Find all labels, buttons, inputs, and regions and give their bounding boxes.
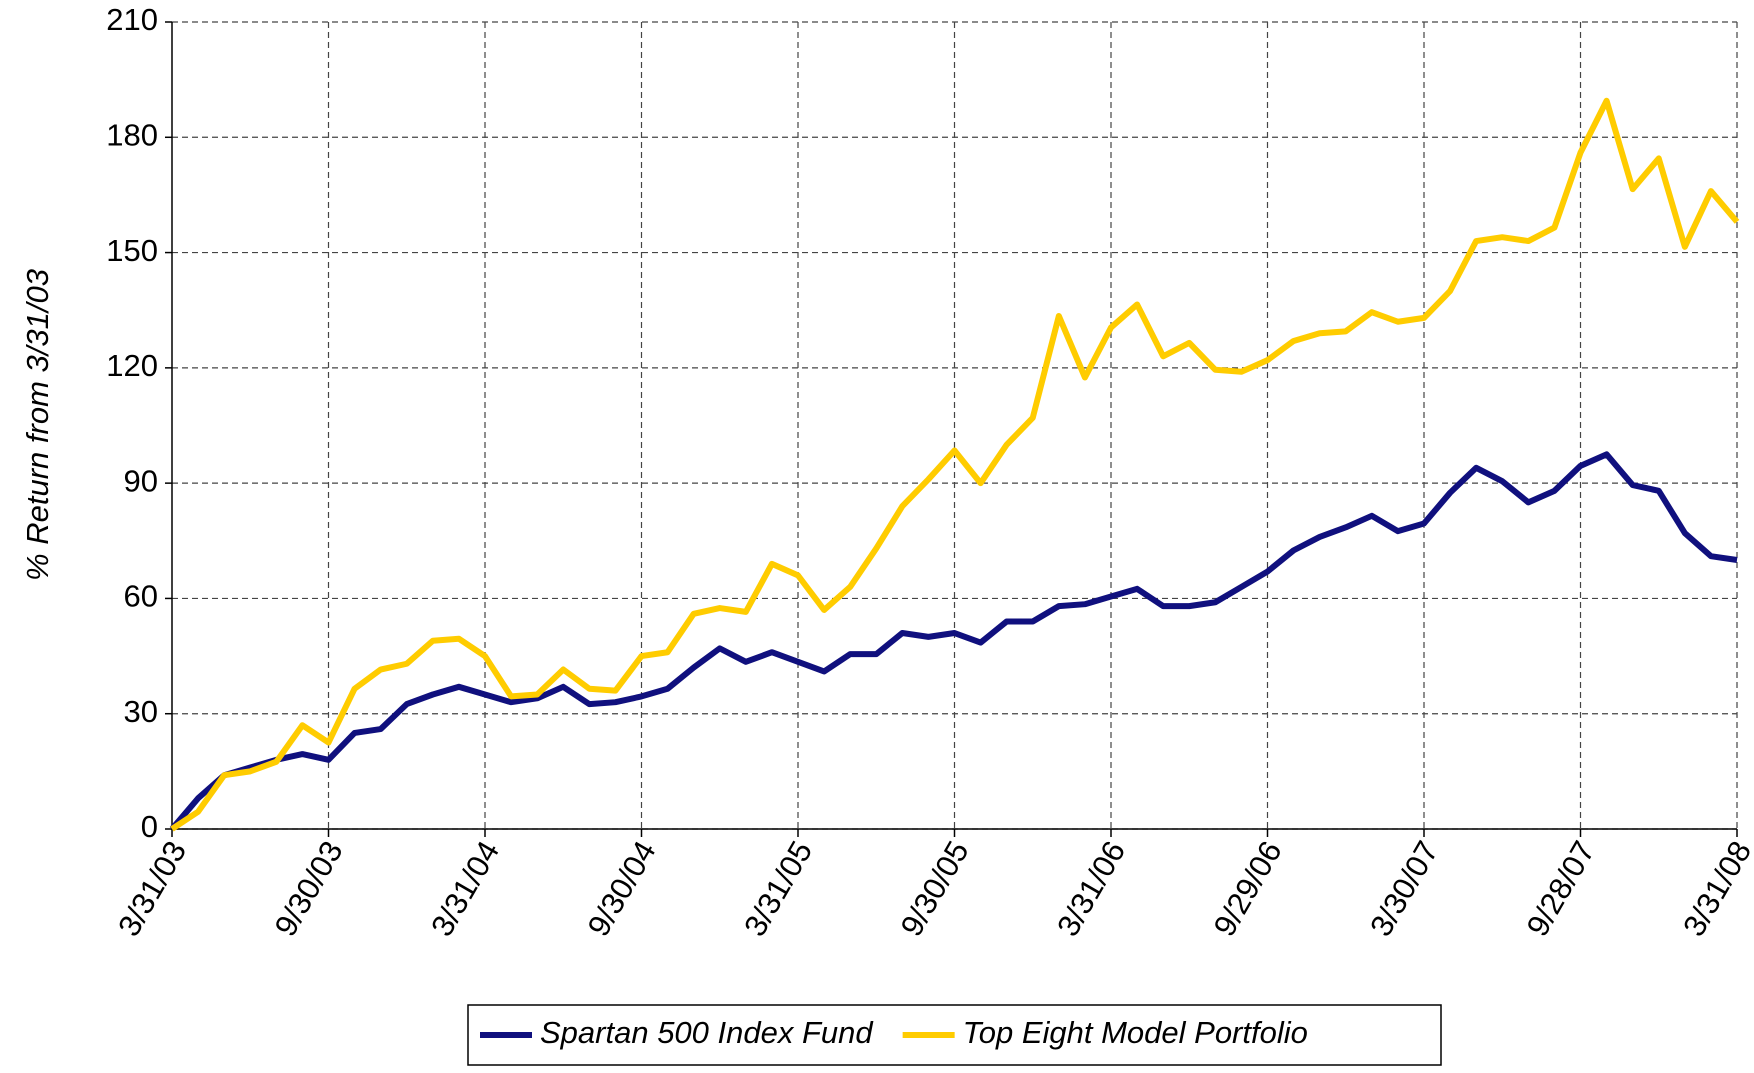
x-tick-label: 9/30/03 (268, 835, 350, 942)
y-tick-label: 180 (106, 117, 158, 152)
y-tick-label: 150 (106, 233, 158, 268)
y-tick-label: 120 (106, 348, 158, 383)
series-line (169, 451, 1738, 831)
x-tick-label: 9/28/07 (1520, 835, 1602, 942)
series-line (170, 97, 1740, 832)
y-tick-label: 30 (124, 694, 158, 729)
x-tick-label: 3/31/05 (737, 835, 819, 942)
y-tick-label: 0 (141, 809, 158, 844)
x-tick-label: 9/30/05 (894, 835, 976, 942)
x-tick-label: 9/29/06 (1207, 835, 1289, 942)
x-tick-label: 3/31/06 (1050, 835, 1132, 942)
legend-label: Top Eight Model Portfolio (963, 1015, 1308, 1050)
y-tick-label: 60 (124, 579, 158, 614)
x-tick-label: 3/31/08 (1676, 835, 1754, 942)
x-tick-label: 3/30/07 (1363, 835, 1445, 942)
y-tick-label: 90 (124, 463, 158, 498)
x-tick-label: 3/31/04 (424, 835, 506, 942)
y-axis-label: % Return from 3/31/03 (20, 269, 55, 581)
x-tick-label: 9/30/04 (581, 835, 663, 942)
y-tick-label: 210 (106, 2, 158, 37)
x-tick-label: 3/31/03 (111, 835, 193, 942)
legend-label: Spartan 500 Index Fund (540, 1015, 874, 1050)
